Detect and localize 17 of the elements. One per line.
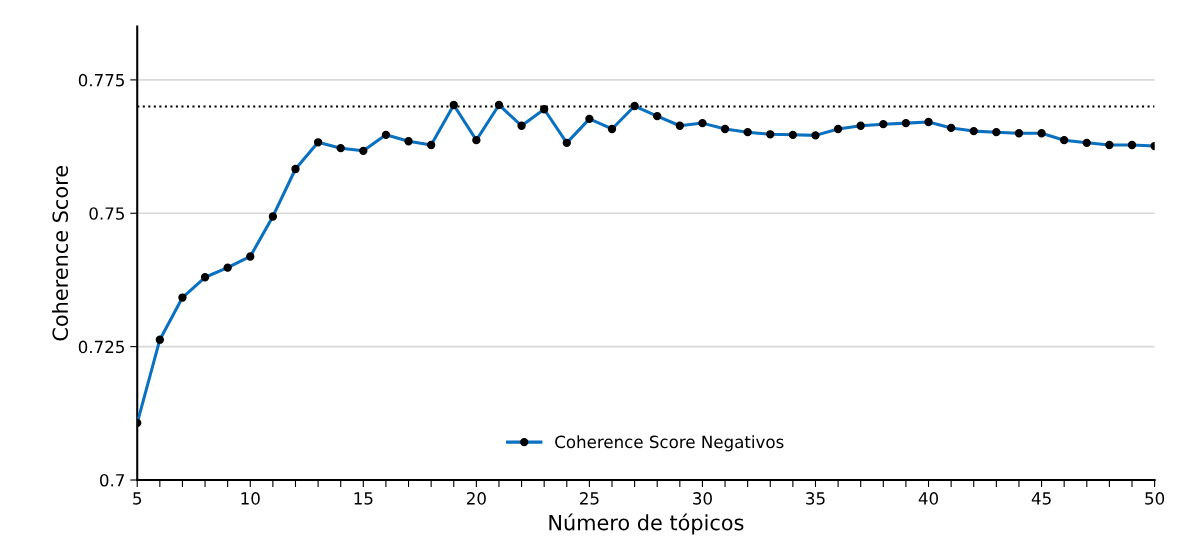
x-axis-title: Número de tópicos xyxy=(549,513,744,535)
x-tick-label: 50 xyxy=(1145,492,1165,505)
y-axis-title: Coherence Score xyxy=(51,166,69,341)
x-tick-label: 5 xyxy=(133,492,142,505)
y-tick-label: 0.775 xyxy=(78,73,124,87)
x-tick-label: 25 xyxy=(580,492,599,505)
x-tick-label: 45 xyxy=(1031,492,1051,505)
y-tick-label: 0.725 xyxy=(78,340,124,354)
legend-label: Coherence Score Negativos xyxy=(555,435,784,452)
x-tick-label: 35 xyxy=(806,492,825,505)
x-tick-label: 40 xyxy=(918,492,939,505)
x-tick-label: 15 xyxy=(354,492,373,505)
y-tick-label: 0.7 xyxy=(100,473,124,487)
y-tick-label: 0.75 xyxy=(89,207,124,220)
x-tick-label: 10 xyxy=(241,492,260,505)
x-tick-label: 20 xyxy=(466,492,486,505)
x-tick-label: 30 xyxy=(693,492,712,505)
